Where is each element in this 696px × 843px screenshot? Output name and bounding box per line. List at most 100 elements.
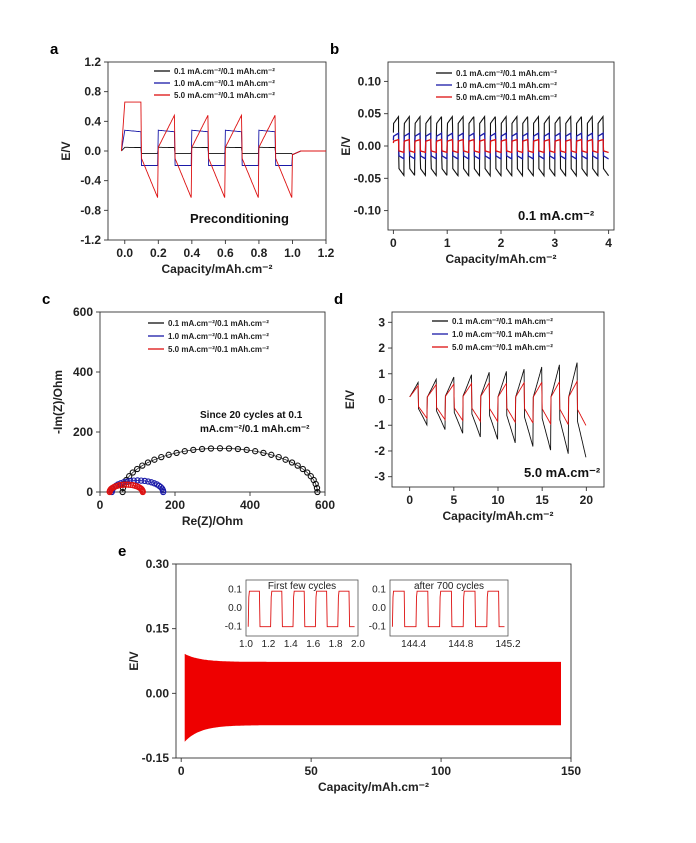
data-point bbox=[138, 477, 145, 484]
x-axis-label: Capacity/mAh.cm⁻² bbox=[161, 262, 272, 276]
data-point bbox=[125, 481, 132, 488]
data-point bbox=[313, 484, 321, 492]
legend-entry: 0.1 mA.cm⁻²/0.1 mAh.cm⁻² bbox=[168, 319, 269, 328]
y-tick-label: 0.10 bbox=[358, 74, 382, 88]
y-axis-label: E/V bbox=[59, 141, 73, 160]
inset-y-tick: -0.1 bbox=[369, 622, 387, 633]
legend-entry: 5.0 mA.cm⁻²/0.1 mAh.cm⁻² bbox=[174, 91, 275, 100]
data-point bbox=[181, 448, 188, 455]
panel-annotation: Preconditioning bbox=[190, 211, 289, 226]
x-tick-label: 200 bbox=[165, 498, 185, 512]
data-point bbox=[134, 465, 141, 473]
inset-y-tick: 0.0 bbox=[228, 603, 242, 614]
inset-series-line bbox=[391, 590, 505, 628]
x-tick-label: 0 bbox=[406, 493, 413, 507]
panel-label-a: a bbox=[50, 41, 59, 58]
data-point bbox=[173, 449, 180, 457]
panel-annotation-line2: mA.cm⁻²/0.1 mAh.cm⁻² bbox=[200, 424, 310, 435]
legend-entry: 1.0 mA.cm⁻²/0.1 mAh.cm⁻² bbox=[452, 330, 553, 339]
x-tick-label: 0 bbox=[178, 764, 185, 778]
data-point bbox=[299, 465, 306, 473]
y-tick-label: 0.8 bbox=[84, 85, 101, 99]
legend-entry: 5.0 mA.cm⁻²/0.1 mAh.cm⁻² bbox=[168, 345, 269, 354]
y-axis-label: -Im(Z)/Ohm bbox=[51, 370, 65, 434]
legend-entry: 1.0 mA.cm⁻²/0.1 mAh.cm⁻² bbox=[174, 79, 275, 88]
inset-2: after 700 cycles 0.1 0.0 -0.1 144.4 144.8 145.… bbox=[369, 579, 521, 650]
y-tick-label: 1 bbox=[378, 367, 385, 381]
x-tick-label: 0.4 bbox=[184, 246, 201, 260]
y-tick-label: -0.15 bbox=[142, 751, 170, 765]
panel-label-b: b bbox=[330, 41, 339, 58]
x-axis-label: Capacity/mAh.cm⁻² bbox=[445, 252, 556, 266]
x-tick-label: 3 bbox=[551, 236, 558, 250]
y-tick-label: -1.2 bbox=[80, 233, 101, 247]
data-point bbox=[288, 459, 296, 466]
data-point bbox=[198, 445, 206, 453]
x-tick-label: 20 bbox=[580, 493, 594, 507]
x-tick-label: 150 bbox=[561, 764, 581, 778]
inset-x-tick: 1.0 bbox=[239, 639, 253, 650]
inset-x-tick: 1.6 bbox=[306, 639, 320, 650]
data-point bbox=[127, 481, 135, 489]
y-axis-label: E/V bbox=[339, 136, 353, 155]
series-line bbox=[120, 101, 326, 198]
data-point bbox=[207, 445, 215, 452]
panel-label-e: e bbox=[118, 543, 126, 560]
data-point bbox=[139, 462, 146, 469]
cycling-envelope bbox=[184, 653, 561, 742]
inset-x-tick: 1.8 bbox=[329, 639, 343, 650]
y-tick-label: 400 bbox=[73, 365, 93, 379]
inset-x-tick: 2.0 bbox=[351, 639, 365, 650]
x-tick-label: 400 bbox=[240, 498, 260, 512]
series-line bbox=[392, 114, 609, 178]
inset-x-tick: 144.8 bbox=[448, 639, 473, 650]
panel-annotation-line1: Since 20 cycles at 0.1 bbox=[200, 410, 303, 421]
data-point bbox=[151, 456, 158, 463]
y-axis-label: E/V bbox=[343, 390, 357, 409]
x-tick-label: 100 bbox=[431, 764, 451, 778]
y-tick-label: 0.4 bbox=[84, 114, 101, 128]
y-tick-label: -1 bbox=[374, 418, 385, 432]
y-axis-label: E/V bbox=[127, 651, 141, 670]
x-tick-label: 1.0 bbox=[284, 246, 301, 260]
y-tick-label: 0.05 bbox=[358, 107, 382, 121]
data-point bbox=[123, 481, 130, 488]
y-tick-label: 3 bbox=[378, 315, 385, 329]
data-point bbox=[165, 451, 172, 458]
y-tick-label: 0 bbox=[86, 485, 93, 499]
y-tick-label: -3 bbox=[374, 470, 385, 484]
x-tick-label: 0.6 bbox=[217, 246, 234, 260]
x-tick-label: 0 bbox=[390, 236, 397, 250]
y-tick-label: 0.15 bbox=[146, 622, 170, 636]
series-line bbox=[120, 129, 326, 166]
data-point bbox=[148, 479, 155, 486]
data-point bbox=[127, 477, 134, 485]
panel-d: 0 5 10 15 20 -3 -2 -1 0 1 2 3 Capacity/mAh.cm⁻² E/V d 0… bbox=[334, 291, 605, 523]
y-tick-label: 600 bbox=[73, 305, 93, 319]
data-point bbox=[134, 477, 141, 484]
plot-frame-c bbox=[99, 311, 326, 493]
panel-e: 0 50 100 150 -0.15 0.00 0.15 0.30 Capacity/mAh.c… bbox=[118, 543, 581, 794]
data-point bbox=[312, 480, 319, 488]
inset-1: First few cycles 0.1 0.0 -0.1 1.0 1.2 1.4 1.6 1.… bbox=[225, 579, 365, 650]
inset-y-tick: 0.1 bbox=[372, 584, 386, 595]
data-point bbox=[116, 482, 123, 489]
x-tick-label: 15 bbox=[535, 493, 549, 507]
inset-x-tick: 144.4 bbox=[401, 639, 426, 650]
y-tick-label: 1.2 bbox=[84, 55, 101, 69]
y-tick-label: 0.00 bbox=[146, 686, 170, 700]
data-point bbox=[144, 459, 152, 466]
inset-title: after 700 cycles bbox=[414, 581, 484, 592]
inset-y-tick: 0.1 bbox=[228, 584, 242, 595]
inset-x-tick: 1.2 bbox=[261, 639, 275, 650]
y-tick-label: 200 bbox=[73, 425, 93, 439]
data-point bbox=[158, 453, 165, 461]
legend-entry: 5.0 mA.cm⁻²/0.1 mAh.cm⁻² bbox=[452, 343, 553, 352]
legend-entry: 0.1 mA.cm⁻²/0.1 mAh.cm⁻² bbox=[452, 317, 553, 326]
panel-label-c: c bbox=[42, 291, 50, 308]
y-tick-label: -0.8 bbox=[80, 203, 101, 217]
data-point bbox=[243, 446, 250, 454]
y-tick-label: 0.30 bbox=[146, 557, 170, 571]
inset-x-tick: 1.4 bbox=[284, 639, 298, 650]
